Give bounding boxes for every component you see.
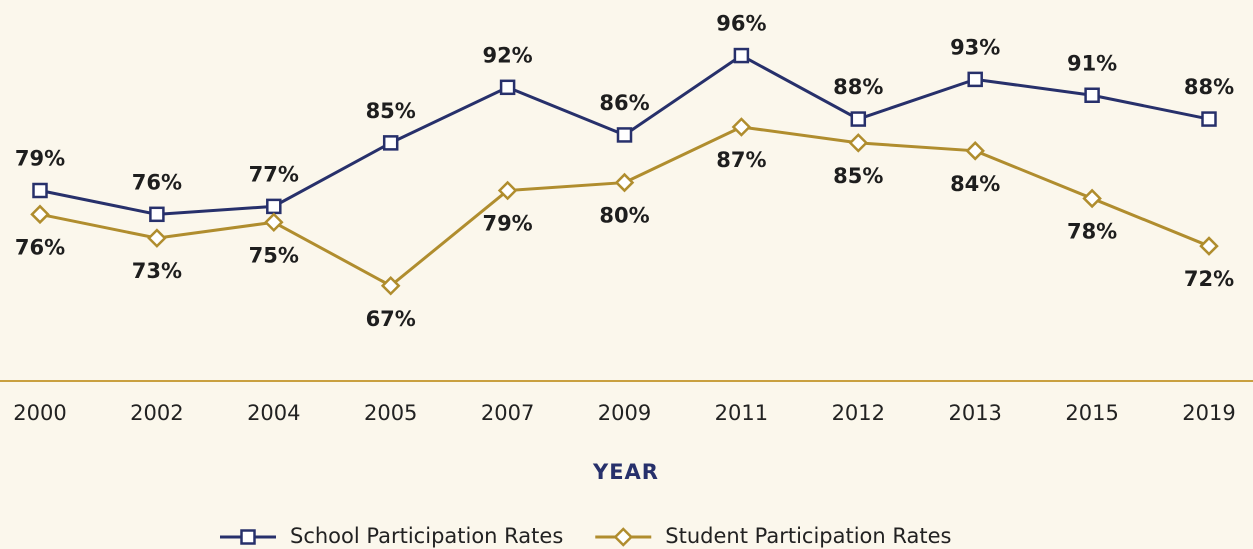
x-tick-label: 2013	[948, 401, 1001, 425]
x-tick-label: 2015	[1065, 401, 1118, 425]
legend-label: Student Participation Rates	[665, 524, 951, 548]
marker	[147, 228, 167, 248]
marker	[382, 135, 399, 151]
marker	[965, 141, 985, 161]
marker	[380, 275, 401, 296]
data-label: 72%	[1184, 267, 1234, 291]
x-tick-label: 2002	[130, 401, 183, 425]
data-label: 79%	[482, 212, 532, 236]
data-label: 86%	[599, 91, 649, 115]
legend-label: School Participation Rates	[290, 524, 563, 548]
marker	[848, 133, 869, 153]
data-label: 92%	[482, 43, 532, 67]
marker	[1201, 111, 1217, 127]
data-label: 88%	[1184, 75, 1234, 99]
marker	[266, 198, 282, 215]
marker	[149, 206, 165, 223]
x-tick-label: 2009	[598, 401, 651, 425]
marker	[32, 182, 48, 199]
data-label: 80%	[599, 204, 649, 228]
marker	[967, 71, 983, 88]
marker	[614, 172, 635, 193]
data-label: 79%	[15, 147, 65, 171]
legend-marker	[240, 529, 256, 545]
data-label: 78%	[1067, 219, 1117, 243]
marker	[1082, 188, 1102, 209]
data-label: 85%	[366, 99, 416, 123]
legend-marker	[613, 527, 634, 547]
marker	[499, 79, 516, 96]
data-label: 76%	[132, 170, 182, 194]
x-tick-label: 2019	[1182, 401, 1235, 425]
marker	[731, 117, 752, 137]
marker	[616, 127, 633, 143]
data-label: 85%	[833, 164, 883, 188]
marker	[30, 204, 50, 225]
data-label: 96%	[716, 12, 766, 36]
x-tick-label: 2011	[715, 401, 768, 425]
x-tick-label: 2004	[247, 401, 300, 425]
marker	[497, 180, 518, 201]
data-label: 91%	[1067, 51, 1117, 75]
marker	[733, 47, 750, 64]
x-tick-label: 2000	[13, 401, 66, 425]
marker	[1084, 87, 1100, 103]
marker	[264, 212, 284, 233]
data-label: 76%	[15, 235, 65, 259]
x-axis-label: YEAR	[592, 460, 659, 484]
data-label: 75%	[249, 243, 299, 267]
data-label: 77%	[249, 162, 299, 186]
data-label: 87%	[716, 148, 766, 172]
x-tick-label: 2012	[832, 401, 885, 425]
x-tick-label: 2007	[481, 401, 534, 425]
data-label: 93%	[950, 35, 1000, 59]
marker	[850, 111, 867, 127]
data-label: 67%	[366, 307, 416, 331]
data-label: 88%	[833, 75, 883, 99]
data-label: 84%	[950, 172, 1000, 196]
data-label: 73%	[132, 259, 182, 283]
x-tick-label: 2005	[364, 401, 417, 425]
marker	[1199, 236, 1219, 256]
